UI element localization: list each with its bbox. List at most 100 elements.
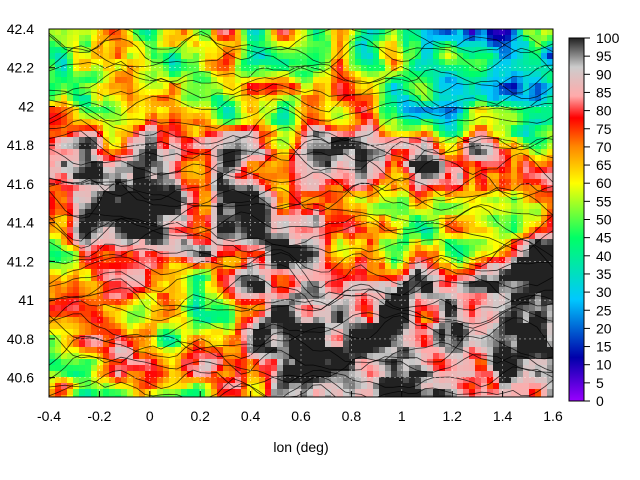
heatmap-cell — [139, 59, 146, 66]
heatmap-cell — [535, 125, 542, 132]
heatmap-cell — [289, 359, 296, 366]
heatmap-cell — [469, 149, 476, 156]
heatmap-cell — [469, 293, 476, 300]
heatmap-cell — [343, 185, 350, 192]
heatmap-cell — [217, 269, 224, 276]
heatmap-cell — [547, 365, 553, 372]
heatmap-cell — [541, 209, 548, 216]
heatmap-cell — [481, 293, 488, 300]
heatmap-cell — [85, 353, 92, 360]
heatmap-cell — [475, 341, 482, 348]
heatmap-cell — [301, 221, 308, 228]
heatmap-cell — [427, 95, 434, 102]
heatmap-cell — [163, 101, 170, 108]
heatmap-cell — [91, 125, 98, 132]
heatmap-cell — [235, 365, 242, 372]
heatmap-cell — [397, 167, 404, 174]
heatmap-cell — [127, 155, 134, 162]
heatmap-cell — [253, 113, 260, 120]
heatmap-cell — [517, 311, 524, 318]
heatmap-cell — [181, 179, 188, 186]
heatmap-cell — [403, 281, 410, 288]
heatmap-cell — [391, 353, 398, 360]
heatmap-cell — [109, 53, 116, 60]
heatmap-cell — [427, 293, 434, 300]
heatmap-cell — [439, 101, 446, 108]
heatmap-cell — [511, 359, 518, 366]
heatmap-cell — [175, 71, 182, 78]
heatmap-cell — [319, 239, 326, 246]
heatmap-cell — [187, 233, 194, 240]
heatmap-cell — [307, 335, 314, 342]
heatmap-cell — [379, 131, 386, 138]
heatmap-cell — [427, 89, 434, 96]
heatmap-cell — [283, 125, 290, 132]
heatmap-cell — [169, 317, 176, 324]
heatmap-cell — [145, 251, 152, 258]
heatmap-cell — [55, 107, 62, 114]
heatmap-cell — [79, 35, 86, 42]
heatmap-cell — [409, 149, 416, 156]
heatmap-cell — [331, 239, 338, 246]
heatmap-cell — [481, 185, 488, 192]
heatmap-cell — [265, 227, 272, 234]
heatmap-cell — [313, 317, 320, 324]
heatmap-cell — [283, 197, 290, 204]
heatmap-cell — [367, 317, 374, 324]
heatmap-cell — [307, 29, 314, 36]
heatmap-cell — [325, 329, 332, 336]
heatmap-cell — [487, 311, 494, 318]
heatmap-cell — [79, 281, 86, 288]
heatmap-cell — [217, 167, 224, 174]
heatmap-cell — [121, 77, 128, 84]
heatmap-cell — [49, 203, 56, 210]
heatmap-cell — [61, 83, 68, 90]
heatmap-cell — [379, 239, 386, 246]
heatmap-cell — [283, 185, 290, 192]
heatmap-cell — [487, 239, 494, 246]
heatmap-cell — [541, 167, 548, 174]
heatmap-cell — [205, 263, 212, 270]
heatmap-cell — [79, 305, 86, 312]
heatmap-cell — [301, 149, 308, 156]
heatmap-cell — [415, 317, 422, 324]
heatmap-cell — [73, 305, 80, 312]
heatmap-cell — [481, 233, 488, 240]
heatmap-cell — [547, 239, 553, 246]
heatmap-cell — [283, 341, 290, 348]
heatmap-cell — [421, 155, 428, 162]
heatmap-cell — [223, 317, 230, 324]
heatmap-cell — [373, 263, 380, 270]
heatmap-cell — [397, 47, 404, 54]
heatmap-cell — [541, 281, 548, 288]
heatmap-cell — [157, 137, 164, 144]
heatmap-cell — [193, 287, 200, 294]
heatmap-cell — [529, 365, 536, 372]
heatmap-cell — [391, 191, 398, 198]
heatmap-cell — [217, 137, 224, 144]
heatmap-cell — [55, 173, 62, 180]
heatmap-cell — [505, 203, 512, 210]
heatmap-cell — [337, 341, 344, 348]
heatmap-cell — [139, 275, 146, 282]
heatmap-cell — [157, 281, 164, 288]
heatmap-cell — [337, 113, 344, 120]
heatmap-cell — [307, 77, 314, 84]
heatmap-cell — [325, 233, 332, 240]
heatmap-cell — [265, 167, 272, 174]
heatmap-cell — [67, 257, 74, 264]
heatmap-cell — [307, 359, 314, 366]
heatmap-cell — [469, 89, 476, 96]
heatmap-cell — [241, 59, 248, 66]
heatmap-cell — [391, 185, 398, 192]
heatmap-cell — [475, 161, 482, 168]
heatmap-cell — [277, 287, 284, 294]
heatmap-cell — [73, 245, 80, 252]
heatmap-cell — [193, 227, 200, 234]
heatmap-cell — [283, 131, 290, 138]
heatmap-cell — [481, 209, 488, 216]
heatmap-cell — [397, 89, 404, 96]
heatmap-cell — [61, 233, 68, 240]
heatmap-cell — [199, 221, 206, 228]
heatmap-cell — [385, 179, 392, 186]
